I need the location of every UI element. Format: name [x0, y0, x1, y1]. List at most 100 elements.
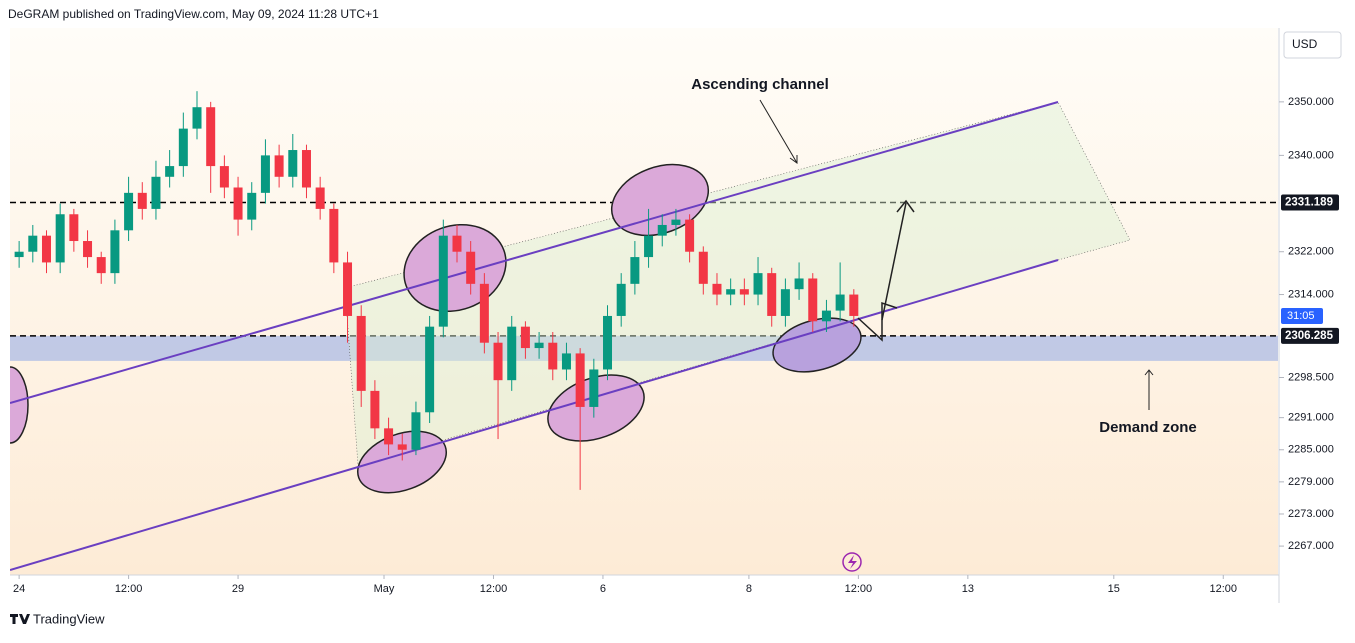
candle-body — [411, 412, 421, 450]
candle-body — [425, 326, 435, 413]
candle-body — [603, 315, 613, 370]
candle-body — [356, 315, 366, 391]
footer: TradingView — [33, 611, 105, 626]
candle-body — [124, 192, 134, 231]
candle-body — [808, 278, 818, 322]
candle-body — [753, 273, 763, 295]
candle-body — [534, 342, 544, 349]
x-tick-label: 24 — [13, 583, 25, 595]
y-tick-label: 2340.000 — [1288, 149, 1334, 161]
arrow-head — [1144, 369, 1154, 376]
y-tick-label: 2267.000 — [1288, 540, 1334, 552]
candle-body — [507, 326, 517, 381]
countdown: 31:05 — [1287, 310, 1315, 322]
x-tick-label: 12:00 — [845, 583, 873, 595]
candle-body — [780, 289, 790, 316]
candle-body — [110, 230, 120, 274]
x-tick-label: May — [374, 583, 395, 595]
candle-body — [767, 273, 777, 316]
highlight — [610, 163, 710, 237]
candle-body — [548, 342, 558, 370]
price-label: 2306.285 — [1285, 330, 1334, 342]
candle-body — [794, 278, 804, 290]
candle-body — [288, 150, 298, 177]
candle-body — [726, 289, 736, 295]
candle-body — [561, 353, 571, 370]
candle-body — [151, 176, 161, 209]
arrows — [759, 99, 1154, 410]
y-tick-label: 2314.000 — [1288, 288, 1334, 300]
currency: USD — [1292, 37, 1318, 51]
highlight — [547, 374, 645, 442]
candle-body — [165, 166, 175, 177]
candle-body — [712, 283, 722, 295]
candle-body — [438, 235, 448, 327]
annotation: Ascending channel — [691, 76, 829, 93]
x-tick-label: 29 — [232, 583, 244, 595]
price-label-box — [1281, 194, 1339, 211]
y-tick-label: 2322.000 — [1288, 246, 1334, 258]
x-tick-label: 8 — [746, 583, 752, 595]
candle-body — [589, 369, 599, 407]
candle-body — [685, 219, 695, 252]
logo — [10, 614, 30, 624]
candle-body — [644, 235, 654, 258]
y-tick-label: 2298.500 — [1288, 371, 1334, 383]
candle-body — [69, 214, 79, 242]
y-tick-label: 2350.000 — [1288, 96, 1334, 108]
countdown-box — [1281, 307, 1323, 324]
candle-body — [137, 192, 147, 209]
currency-button[interactable] — [1283, 31, 1342, 59]
candle-body — [397, 444, 407, 450]
candle-body — [206, 107, 216, 167]
x-tick-label: 12:00 — [115, 583, 143, 595]
event-icon[interactable] — [842, 552, 862, 572]
candle-body — [479, 283, 489, 343]
y-tick-label: 2279.000 — [1288, 476, 1334, 488]
candle-body — [41, 235, 51, 263]
channel-fill — [344, 101, 1131, 466]
highlight — [10, 366, 29, 444]
candle-body — [835, 294, 845, 311]
candle-body — [233, 187, 243, 220]
y-tick-label: 2285.000 — [1288, 444, 1334, 456]
candle-body — [739, 289, 749, 295]
price-label: 2331.189 — [1285, 197, 1333, 209]
candle-body — [14, 251, 24, 258]
candle-body — [370, 390, 380, 429]
candle-body — [247, 192, 257, 220]
demand-zone — [10, 335, 1278, 361]
header: DeGRAM published on TradingView.com, May… — [8, 7, 379, 21]
candle-body — [671, 219, 681, 225]
y-tick-label: 2291.000 — [1288, 412, 1334, 424]
candle-body — [452, 235, 462, 252]
candle-body — [301, 150, 311, 188]
x-tick-label: 12:00 — [1210, 583, 1238, 595]
candle-body — [274, 155, 284, 177]
candle-body — [219, 166, 229, 188]
callout-arrow — [759, 99, 798, 164]
x-tick-label: 13 — [962, 583, 974, 595]
candle-body — [849, 294, 859, 316]
candle-body — [83, 241, 93, 258]
candle-body — [343, 262, 353, 316]
arrow-head — [896, 199, 915, 213]
x-tick-label: 6 — [600, 583, 606, 595]
candle-body — [55, 214, 65, 263]
x-tick-label: 15 — [1108, 583, 1120, 595]
candle-body — [493, 342, 503, 381]
path-arrow — [857, 301, 898, 342]
path-arrow — [881, 202, 907, 321]
x-tick-label: 12:00 — [480, 583, 508, 595]
candle-body — [192, 107, 202, 129]
candle-body — [657, 224, 667, 236]
candle-body — [821, 310, 831, 322]
candle-body — [329, 208, 339, 263]
candle-body — [260, 155, 270, 193]
candle-body — [315, 187, 325, 209]
candle-body — [520, 326, 530, 349]
price-label-box — [1281, 327, 1339, 344]
candle-body — [178, 128, 188, 167]
